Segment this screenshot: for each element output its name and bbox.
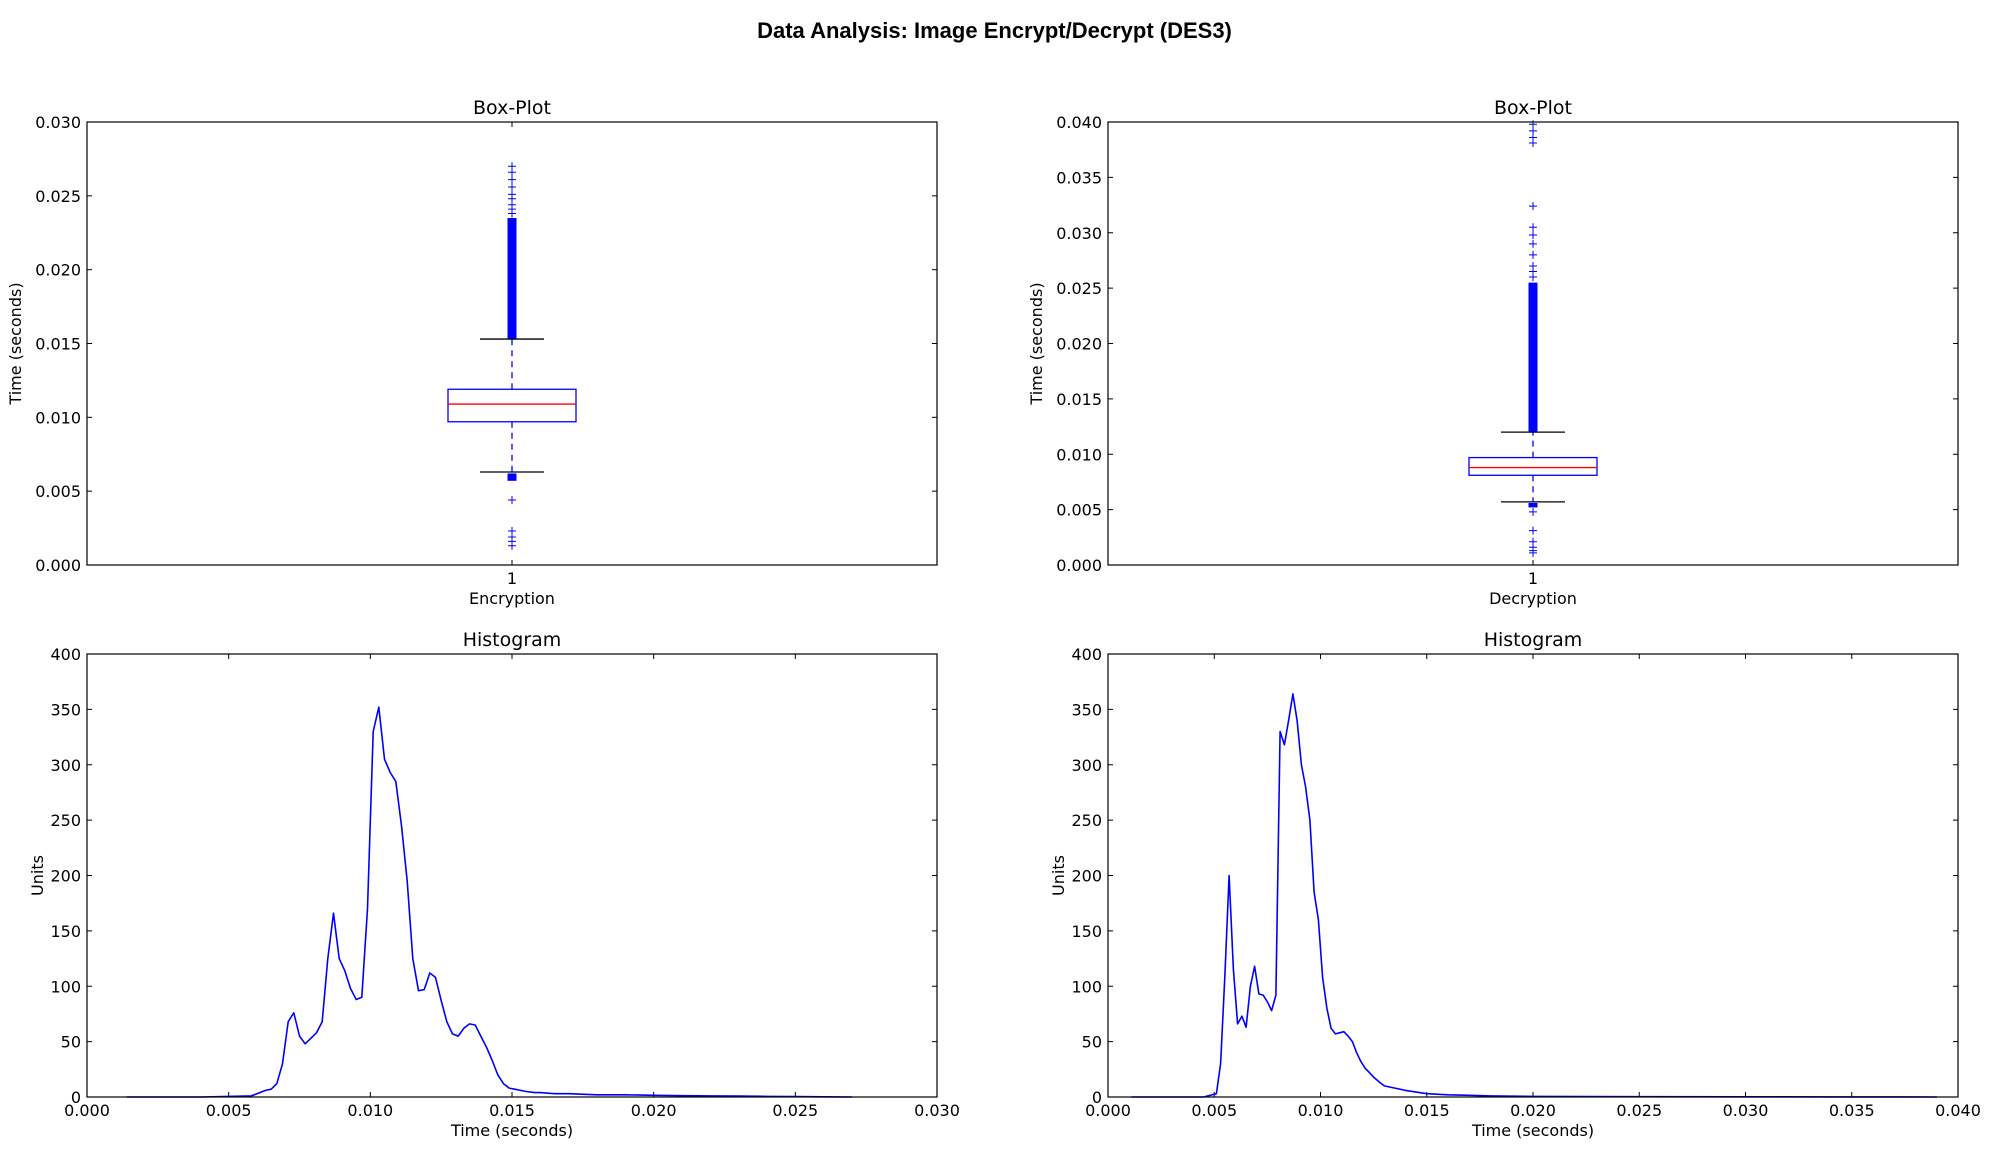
- y-axis-label: Time (seconds): [1027, 282, 1046, 405]
- y-tick-label: 0: [71, 1088, 81, 1107]
- outlier-high: [508, 182, 516, 191]
- x-tick-label: 0.005: [1191, 1101, 1237, 1120]
- x-tick-label: 0.030: [914, 1101, 960, 1120]
- y-tick-label: 0: [1092, 1088, 1102, 1107]
- panel-4: Histogram 0 50 100 150 200 250 300 350 400 Units 0.…: [1049, 629, 1981, 1140]
- y-tick-label: 350: [50, 700, 81, 719]
- x-tick-label: 0.010: [1298, 1101, 1344, 1120]
- outlier-high: [1529, 261, 1537, 270]
- x-tick-label: 1: [1528, 569, 1538, 588]
- axes-frame: [1107, 121, 1959, 566]
- outlier-low: [1529, 526, 1537, 535]
- x-tick-label: 0.010: [347, 1101, 393, 1120]
- panel-title: Box-Plot: [473, 97, 551, 119]
- y-tick-label: 0.000: [1056, 556, 1102, 575]
- y-tick-label: 0.015: [1056, 390, 1102, 409]
- x-axis-label: Time (seconds): [1471, 1121, 1594, 1140]
- outlier-high: [1529, 239, 1537, 248]
- y-axis-label: Time (seconds): [6, 282, 25, 405]
- y-tick-label: 400: [1071, 645, 1102, 664]
- x-axis-label: Decryption: [1489, 589, 1577, 608]
- x-axis-label: Time (seconds): [450, 1121, 573, 1140]
- panel-2: Box-Plot 0.000 0.005 0.010 0.015 0.020 0.025 0.…: [1027, 97, 1959, 608]
- panel-1: Box-Plot 0.000 0.005 0.010 0.015 0.020 0.025 0.…: [6, 97, 938, 608]
- outlier-low: [1529, 507, 1537, 516]
- y-tick-label: 50: [61, 1033, 81, 1052]
- y-tick-label: 0.020: [35, 261, 81, 280]
- histogram-line: [126, 706, 853, 1098]
- y-tick-label: 350: [1071, 700, 1102, 719]
- y-tick-label: 200: [1071, 867, 1102, 886]
- y-tick-label: 0.030: [35, 113, 81, 132]
- outlier-high: [1529, 230, 1537, 239]
- y-tick-label: 0.005: [35, 482, 81, 501]
- axes-frame: [86, 653, 938, 1098]
- box: [1468, 456, 1598, 476]
- x-tick-label: 0.015: [489, 1101, 535, 1120]
- y-axis-label: Units: [1049, 855, 1068, 896]
- y-tick-label: 0.010: [35, 408, 81, 427]
- outlier-high: [1529, 202, 1537, 211]
- x-tick-label: 0.025: [1616, 1101, 1662, 1120]
- x-tick-label: 1: [507, 569, 517, 588]
- y-tick-label: 0.000: [35, 556, 81, 575]
- x-tick-label: 0.020: [1510, 1101, 1556, 1120]
- y-tick-label: 0.010: [1056, 445, 1102, 464]
- y-tick-label: 150: [1071, 922, 1102, 941]
- figure-title: Data Analysis: Image Encrypt/Decrypt (DE…: [757, 18, 1232, 43]
- panel-3: Histogram 0 50 100 150 200 250 300 350 400 Units 0.…: [28, 629, 960, 1140]
- axes-frame: [1107, 653, 1959, 1098]
- x-tick-label: 0.000: [1085, 1101, 1131, 1120]
- outlier-low: [508, 496, 516, 505]
- x-tick-label: 0.025: [772, 1101, 818, 1120]
- outlier-high: [508, 162, 516, 171]
- y-tick-label: 0.015: [35, 335, 81, 354]
- y-tick-label: 0.025: [1056, 279, 1102, 298]
- x-axis-label: Encryption: [469, 589, 555, 608]
- y-tick-label: 50: [1082, 1033, 1102, 1052]
- y-tick-label: 0.030: [1056, 224, 1102, 243]
- y-tick-label: 250: [50, 811, 81, 830]
- outlier-high: [1529, 250, 1537, 259]
- panel-title: Box-Plot: [1494, 97, 1572, 119]
- outlier-low: [508, 541, 516, 550]
- x-tick-label: 0.000: [64, 1101, 110, 1120]
- x-tick-label: 0.030: [1723, 1101, 1769, 1120]
- y-tick-label: 0.025: [35, 187, 81, 206]
- panel-title: Histogram: [1484, 629, 1583, 651]
- axes-frame: [86, 121, 938, 566]
- y-axis-label: Units: [28, 855, 47, 896]
- y-tick-label: 100: [50, 977, 81, 996]
- x-tick-label: 0.015: [1404, 1101, 1450, 1120]
- x-tick-label: 0.035: [1829, 1101, 1875, 1120]
- y-tick-label: 300: [50, 756, 81, 775]
- outlier-high: [508, 175, 516, 184]
- x-tick-label: 0.040: [1935, 1101, 1981, 1120]
- panel-title: Histogram: [463, 629, 562, 651]
- y-tick-label: 0.005: [1056, 501, 1102, 520]
- y-tick-label: 150: [50, 922, 81, 941]
- outlier-high: [508, 190, 516, 199]
- y-tick-label: 400: [50, 645, 81, 664]
- box: [447, 388, 577, 423]
- y-tick-label: 0.035: [1056, 168, 1102, 187]
- y-tick-label: 100: [1071, 977, 1102, 996]
- x-tick-label: 0.005: [206, 1101, 252, 1120]
- y-tick-label: 0.020: [1056, 335, 1102, 354]
- histogram-line: [1131, 693, 1937, 1098]
- outlier-high: [1529, 223, 1537, 232]
- y-tick-label: 300: [1071, 756, 1102, 775]
- outlier-low: [1529, 548, 1537, 557]
- x-tick-label: 0.020: [631, 1101, 677, 1120]
- y-tick-label: 200: [50, 867, 81, 886]
- y-tick-label: 0.040: [1056, 113, 1102, 132]
- y-tick-label: 250: [1071, 811, 1102, 830]
